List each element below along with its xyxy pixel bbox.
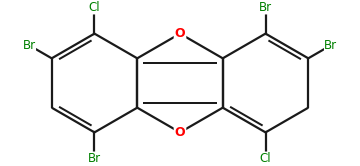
Text: Br: Br <box>23 39 36 52</box>
Text: Cl: Cl <box>89 1 100 14</box>
Text: Br: Br <box>88 152 101 165</box>
Text: O: O <box>175 27 185 40</box>
Text: Br: Br <box>259 1 272 14</box>
Text: Br: Br <box>324 39 337 52</box>
Text: Cl: Cl <box>260 152 271 165</box>
Text: O: O <box>175 126 185 139</box>
